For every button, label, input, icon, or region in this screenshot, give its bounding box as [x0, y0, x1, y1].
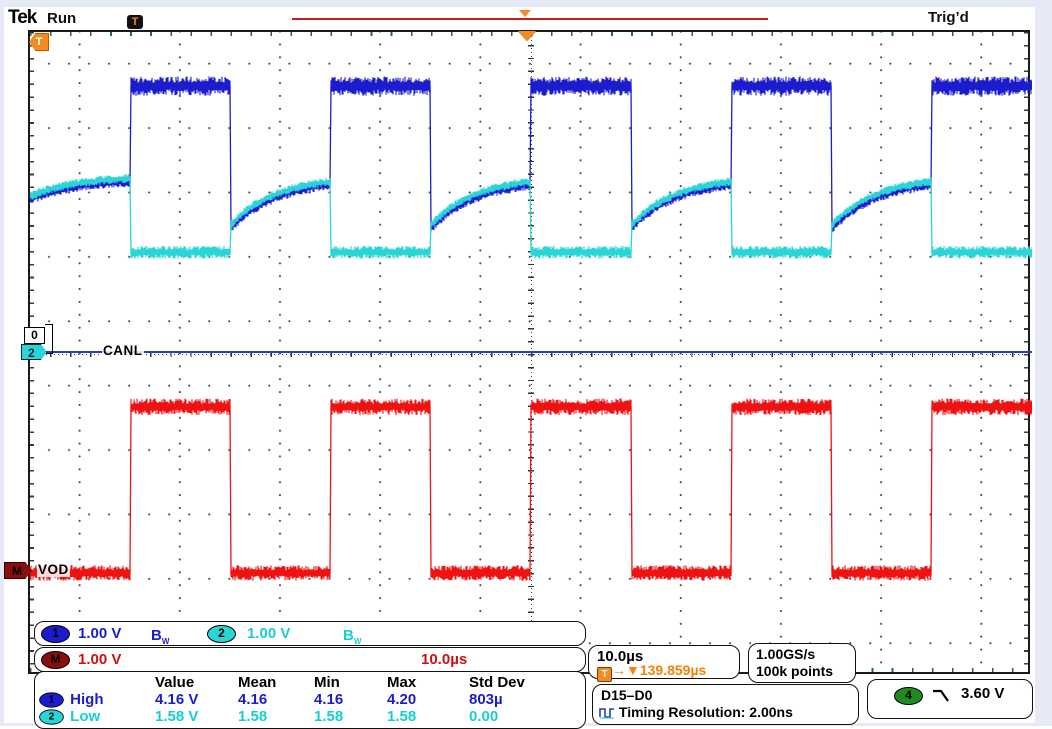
record-view-bar [292, 18, 768, 20]
acquisition-readout-box[interactable]: 1.00GS/s 100k points [748, 643, 856, 683]
trigger-level-flag[interactable]: T [29, 33, 49, 51]
sample-rate: 1.00GS/s [756, 646, 816, 662]
math-badge[interactable]: M [41, 650, 70, 669]
ch1-scale: 1.00 V [78, 625, 122, 642]
trigger-level-value: 3.60 V [961, 685, 1005, 702]
horizontal-readout-box[interactable]: 10.0µs T →▼139.859µs [588, 645, 740, 682]
channel2-ground-marker[interactable]: 2 [21, 344, 47, 360]
horizontal-timebase: 10.0µs [597, 648, 644, 665]
acquisition-status: Run [47, 10, 77, 27]
math-timebase: 10.0µs [421, 651, 468, 668]
math-readout-box[interactable]: M 1.00 V 10.0µs [34, 647, 586, 672]
digital-channels-box[interactable]: D15–D0 Timing Resolution: 2.00ns [592, 684, 859, 725]
screen-margin-right [1035, 0, 1052, 726]
measurement-table: Value Mean Min Max Std Dev 1 High 4.16 V… [34, 671, 586, 729]
ch2-scale: 1.00 V [247, 625, 291, 642]
digital-d0-position-marker[interactable]: 0 [24, 327, 45, 344]
ch1-badge[interactable]: 1 [41, 624, 70, 643]
ch2-badge[interactable]: 2 [207, 624, 236, 643]
record-length: 100k points [756, 663, 834, 679]
trigger-readout-box[interactable]: 4 3.60 V [867, 679, 1033, 719]
analog-channels-readout-box[interactable]: 1 1.00 V BW 2 1.00 V BW [34, 621, 586, 646]
math-scale: 1.00 V [78, 651, 122, 668]
tek-logo: Tek [8, 7, 37, 28]
ch1-bandwidth-limit-icon: BW [151, 627, 170, 646]
trigger-status: Trig’d [928, 9, 969, 26]
digital-channels-range: D15–D0 [601, 687, 653, 703]
trigger-source-badge: 4 [894, 687, 923, 705]
record-trigger-position-icon [519, 10, 531, 17]
math-ground-marker[interactable]: M [4, 562, 32, 579]
ch2-bandwidth-limit-icon: BW [343, 627, 362, 646]
trigger-t-flag-top: T [127, 15, 143, 29]
screen-margin-left [0, 0, 4, 726]
trigger-delay-readout: T →▼139.859µs [597, 662, 706, 682]
measurement-headers: Value Mean Min Max Std Dev [155, 674, 525, 691]
timing-resolution: Timing Resolution: 2.00ns [599, 704, 793, 720]
trace-label-vod: VOD [37, 562, 70, 577]
trigger-position-marker[interactable] [518, 31, 536, 41]
digital-group-bracket [45, 324, 53, 354]
digital-waveform-icon [599, 708, 614, 719]
graticule [28, 30, 1032, 674]
measurement-row-high: 1 High 4.16 V 4.16 4.16 4.20 803µ [37, 691, 583, 709]
measurement-row-low: 2 Low 1.58 V 1.58 1.58 1.58 0.00 [37, 708, 583, 726]
screen-margin-top [0, 0, 1052, 7]
meas-ch2-badge: 2 [39, 709, 64, 725]
waveform-traces [30, 76, 1032, 581]
falling-edge-icon [933, 689, 949, 702]
delay-t-icon: T [597, 667, 612, 682]
trace-label-canl: CANL [102, 343, 144, 358]
meas-ch1-badge: 1 [39, 692, 64, 708]
